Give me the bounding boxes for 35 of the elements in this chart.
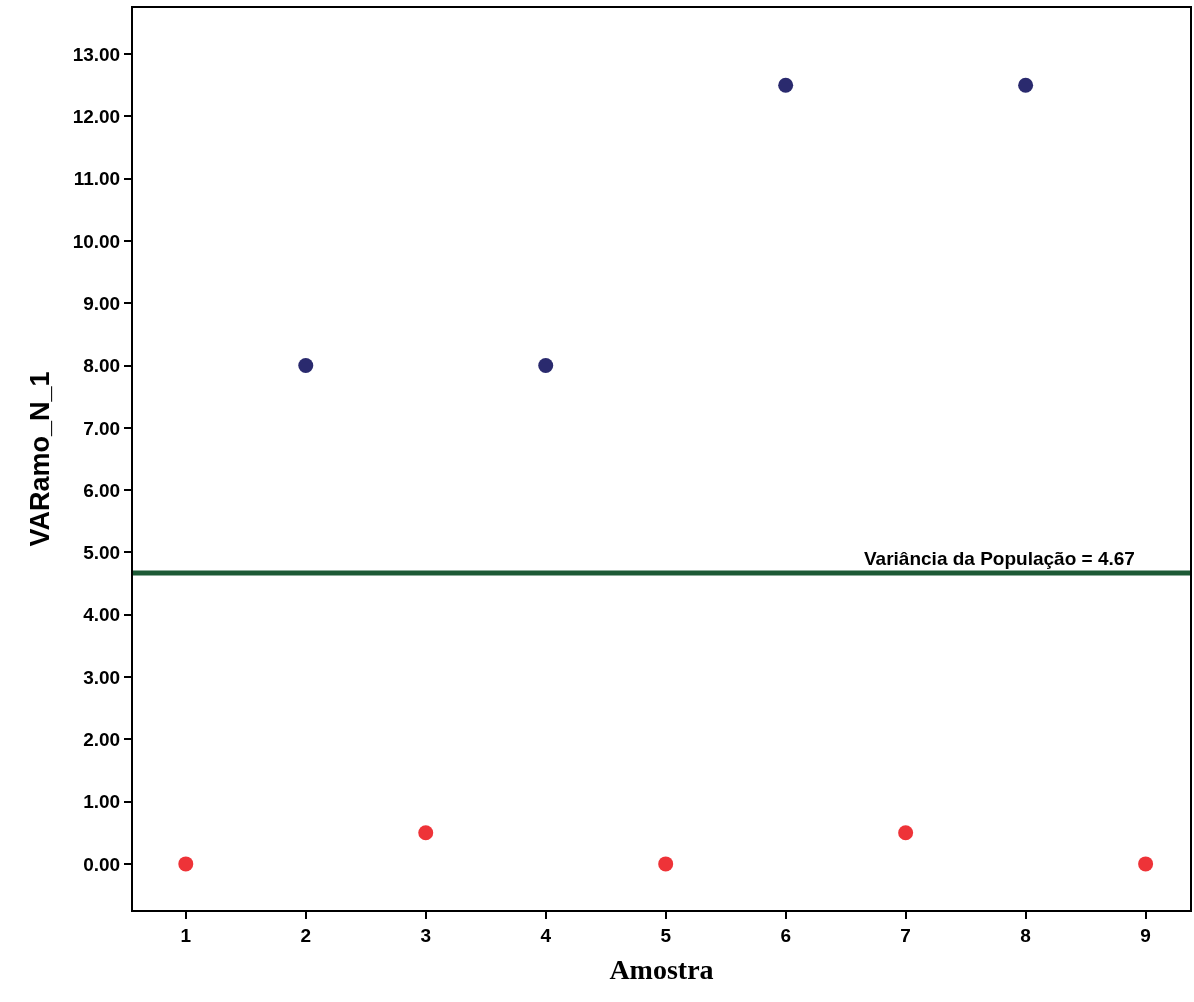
point bbox=[658, 856, 674, 872]
x-tick-label: 3 bbox=[420, 924, 432, 946]
point bbox=[178, 856, 194, 872]
y-tick-label: 12.00 bbox=[72, 106, 121, 128]
x-tick-label: 6 bbox=[780, 924, 791, 946]
point bbox=[778, 77, 794, 93]
y-axis-title: VARamo_N_1 bbox=[25, 371, 56, 547]
x-tick-label: 1 bbox=[180, 924, 192, 946]
y-tick-label: 2.00 bbox=[83, 728, 121, 750]
y-tick-label: 8.00 bbox=[83, 355, 121, 377]
y-tick-label: 4.00 bbox=[83, 604, 121, 626]
x-tick-label: 7 bbox=[900, 924, 911, 946]
y-tick-label: 11.00 bbox=[73, 168, 121, 190]
point bbox=[538, 358, 554, 374]
x-tick-label: 5 bbox=[660, 924, 672, 946]
y-tick-label: 3.00 bbox=[83, 666, 121, 688]
point bbox=[298, 358, 314, 374]
x-tick-label: 8 bbox=[1020, 924, 1031, 946]
x-tick-label: 2 bbox=[300, 924, 312, 946]
y-tick-label: 5.00 bbox=[83, 542, 121, 564]
x-tick-label: 9 bbox=[1140, 924, 1151, 946]
y-tick-label: 10.00 bbox=[72, 230, 121, 252]
point bbox=[1138, 856, 1154, 872]
y-tick-label: 6.00 bbox=[83, 479, 121, 501]
ref-line-label: Variância da População = 4.67 bbox=[864, 548, 1135, 569]
y-tick-label: 1.00 bbox=[83, 791, 121, 813]
y-tick-label: 7.00 bbox=[83, 417, 121, 439]
y-tick-label: 0.00 bbox=[83, 853, 121, 875]
x-axis-title: Amostra bbox=[609, 954, 714, 986]
point bbox=[1018, 77, 1034, 93]
point bbox=[418, 825, 434, 841]
y-tick-label: 13.00 bbox=[72, 43, 121, 65]
x-tick-label: 4 bbox=[540, 924, 552, 946]
point bbox=[898, 825, 914, 841]
y-tick-label: 9.00 bbox=[83, 292, 121, 314]
